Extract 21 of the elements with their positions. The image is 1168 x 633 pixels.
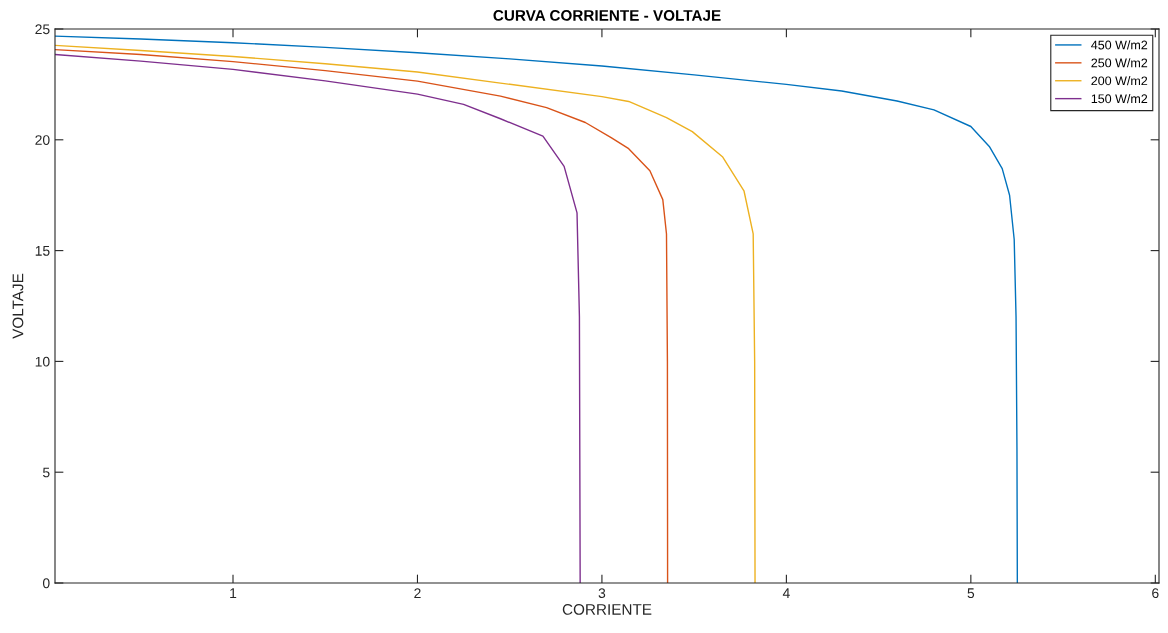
x-axis-title: CORRIENTE xyxy=(562,603,652,615)
y-tick-label: 25 xyxy=(35,24,50,35)
legend-label: 450 W/m2 xyxy=(1091,40,1148,50)
line-series xyxy=(55,53,581,583)
x-tick-label: 2 xyxy=(414,588,421,598)
x-tick-label: 6 xyxy=(1152,588,1159,599)
y-tick-label: 15 xyxy=(35,246,50,256)
legend-label: 150 W/m2 xyxy=(1091,93,1148,104)
y-tick-label: 0 xyxy=(42,578,50,589)
y-axis-title: VOLTAJE xyxy=(12,273,24,339)
y-tick-label: 5 xyxy=(42,467,50,478)
x-tick-label: 4 xyxy=(782,588,790,598)
line-series xyxy=(55,35,1019,583)
x-tick-label: 5 xyxy=(967,588,975,599)
y-tick-label: 20 xyxy=(35,135,50,145)
x-tick-label: 1 xyxy=(230,588,237,598)
legend-label: 200 W/m2 xyxy=(1091,76,1148,86)
x-tick-label: 3 xyxy=(598,588,606,599)
legend-label: 250 W/m2 xyxy=(1091,58,1148,68)
chart-title: CURVA CORRIENTE - VOLTAJE xyxy=(493,10,721,21)
y-tick-label: 10 xyxy=(35,356,50,367)
